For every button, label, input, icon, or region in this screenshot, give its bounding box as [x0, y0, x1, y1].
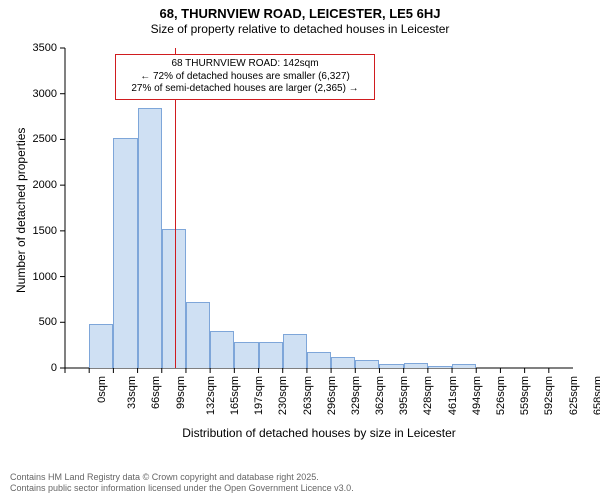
histogram-bar	[428, 366, 452, 368]
credit-line: Contains HM Land Registry data © Crown c…	[10, 472, 354, 483]
title-block: 68, THURNVIEW ROAD, LEICESTER, LE5 6HJ S…	[0, 6, 600, 37]
histogram-bar	[186, 302, 210, 368]
x-tick-label: 592sqm	[544, 376, 556, 415]
x-tick-label: 658sqm	[592, 376, 600, 415]
y-tick-labels: 0500100015002000250030003500	[21, 48, 61, 368]
x-tick-label: 329sqm	[350, 376, 362, 415]
x-tick-label: 33sqm	[126, 376, 138, 409]
y-tick-label: 3500	[33, 42, 57, 54]
x-tick-label: 494sqm	[471, 376, 483, 415]
histogram-bar	[210, 331, 234, 368]
histogram-bar	[331, 357, 355, 368]
credit-line: Contains public sector information licen…	[10, 483, 354, 494]
x-tick-label: 296sqm	[326, 376, 338, 415]
chart-subtitle: Size of property relative to detached ho…	[0, 22, 600, 37]
histogram-bar	[355, 360, 379, 368]
x-tick-label: 395sqm	[398, 376, 410, 415]
y-tick-label: 0	[51, 362, 57, 374]
x-axis-label: Distribution of detached houses by size …	[65, 426, 573, 440]
x-tick-label: 132sqm	[205, 376, 217, 415]
x-tick-label: 559sqm	[519, 376, 531, 415]
x-tick-label: 428sqm	[423, 376, 435, 415]
histogram-bar	[307, 352, 331, 368]
histogram-bar	[89, 324, 113, 368]
histogram-bar	[113, 138, 137, 368]
x-tick-label: 263sqm	[302, 376, 314, 415]
x-tick-label: 165sqm	[229, 376, 241, 415]
x-tick-label: 99sqm	[175, 376, 187, 409]
x-tick-label: 66sqm	[150, 376, 162, 409]
histogram-bar	[452, 364, 476, 368]
histogram-bar	[234, 342, 258, 368]
annotation-line: ← 72% of detached houses are smaller (6,…	[122, 71, 368, 84]
histogram-bar	[379, 364, 403, 368]
y-tick-label: 1000	[33, 271, 57, 283]
histogram-bar	[259, 342, 283, 368]
x-tick-label: 461sqm	[447, 376, 459, 415]
x-tick-label: 197sqm	[253, 376, 265, 415]
chart-container: 68, THURNVIEW ROAD, LEICESTER, LE5 6HJ S…	[0, 0, 600, 500]
x-tick-label: 230sqm	[277, 376, 289, 415]
x-tick-label: 0sqm	[96, 376, 108, 403]
x-tick-label: 362sqm	[374, 376, 386, 415]
y-tick-label: 1500	[33, 225, 57, 237]
credits-block: Contains HM Land Registry data © Crown c…	[10, 472, 354, 494]
annotation-line: 27% of semi-detached houses are larger (…	[122, 83, 368, 96]
histogram-bar	[138, 108, 162, 368]
y-tick-label: 2500	[33, 133, 57, 145]
x-tick-label: 625sqm	[568, 376, 580, 415]
histogram-bar	[404, 363, 428, 368]
annotation-box: 68 THURNVIEW ROAD: 142sqm← 72% of detach…	[115, 54, 375, 100]
y-tick-label: 3000	[33, 88, 57, 100]
histogram-bar	[283, 334, 307, 368]
y-tick-label: 500	[39, 316, 57, 328]
y-tick-label: 2000	[33, 179, 57, 191]
chart-title: 68, THURNVIEW ROAD, LEICESTER, LE5 6HJ	[0, 6, 600, 22]
x-tick-label: 526sqm	[495, 376, 507, 415]
annotation-line: 68 THURNVIEW ROAD: 142sqm	[122, 58, 368, 71]
